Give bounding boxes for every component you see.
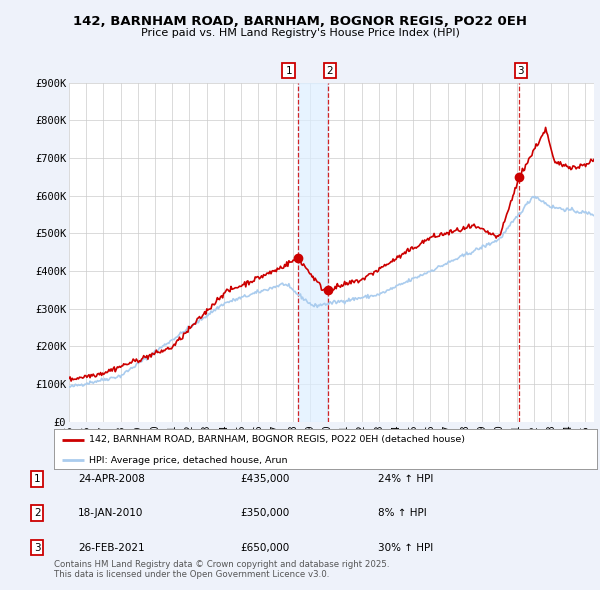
Text: 24% ↑ HPI: 24% ↑ HPI — [378, 474, 433, 484]
Text: HPI: Average price, detached house, Arun: HPI: Average price, detached house, Arun — [89, 455, 288, 465]
Text: 1: 1 — [286, 65, 292, 76]
Text: 3: 3 — [518, 65, 524, 76]
Text: 24-APR-2008: 24-APR-2008 — [78, 474, 145, 484]
Text: 2: 2 — [326, 65, 333, 76]
Text: £435,000: £435,000 — [240, 474, 289, 484]
Bar — [298, 83, 328, 422]
Text: Price paid vs. HM Land Registry's House Price Index (HPI): Price paid vs. HM Land Registry's House … — [140, 28, 460, 38]
Text: 3: 3 — [34, 543, 41, 552]
Text: 2: 2 — [34, 509, 41, 518]
Text: 26-FEB-2021: 26-FEB-2021 — [78, 543, 145, 552]
Text: 30% ↑ HPI: 30% ↑ HPI — [378, 543, 433, 552]
Text: 142, BARNHAM ROAD, BARNHAM, BOGNOR REGIS, PO22 0EH: 142, BARNHAM ROAD, BARNHAM, BOGNOR REGIS… — [73, 15, 527, 28]
Text: 18-JAN-2010: 18-JAN-2010 — [78, 509, 143, 518]
Text: £650,000: £650,000 — [240, 543, 289, 552]
Text: Contains HM Land Registry data © Crown copyright and database right 2025.
This d: Contains HM Land Registry data © Crown c… — [54, 560, 389, 579]
Text: £350,000: £350,000 — [240, 509, 289, 518]
Text: 8% ↑ HPI: 8% ↑ HPI — [378, 509, 427, 518]
Text: 1: 1 — [34, 474, 41, 484]
Text: 142, BARNHAM ROAD, BARNHAM, BOGNOR REGIS, PO22 0EH (detached house): 142, BARNHAM ROAD, BARNHAM, BOGNOR REGIS… — [89, 435, 465, 444]
